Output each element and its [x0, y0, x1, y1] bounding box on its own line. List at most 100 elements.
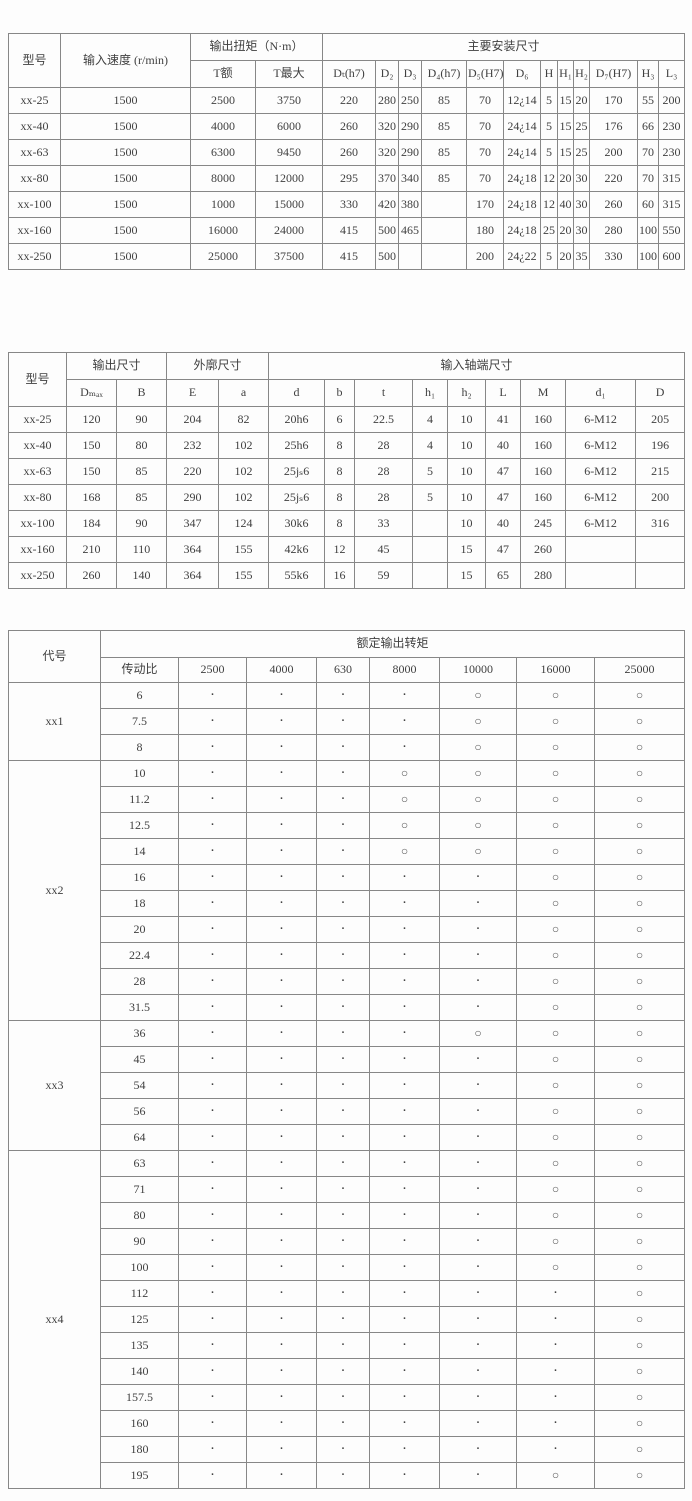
value-cell: 500: [375, 243, 399, 270]
value-cell: 347: [166, 510, 220, 537]
available-dot-mark: ·: [316, 1150, 370, 1177]
value-cell: 150: [66, 458, 117, 485]
value-cell: 3750: [255, 87, 323, 114]
available-circle-mark: ○: [516, 682, 595, 709]
model-cell: xx-250: [8, 562, 67, 589]
value-cell: 20: [557, 243, 574, 270]
value-cell: 260: [520, 536, 567, 563]
column-header: D₄(h7): [421, 60, 467, 88]
value-cell: 41: [485, 406, 522, 433]
value-cell: 110: [115, 536, 168, 563]
available-dot-mark: ·: [246, 1436, 317, 1463]
available-dot-mark: ·: [246, 942, 317, 969]
value-cell: 176: [589, 113, 638, 140]
value-cell: [412, 536, 449, 563]
table-row: 22.4 · · · · · ○ ○: [9, 942, 686, 969]
value-cell: 35: [573, 243, 590, 270]
value-cell: 160: [520, 484, 567, 511]
torque-column-header: 630: [316, 657, 370, 683]
value-cell: 16000: [190, 217, 256, 244]
value-cell: 20: [557, 165, 574, 192]
value-cell: 15000: [255, 191, 323, 218]
ratio-cell: 135: [100, 1332, 179, 1359]
table-row: 64 · · · · · ○ ○: [9, 1124, 686, 1151]
value-cell: 85: [421, 87, 467, 114]
table-row: 11.2 · · · ○ ○ ○ ○: [9, 786, 686, 813]
available-dot-mark: ·: [369, 1358, 440, 1385]
available-dot-mark: ·: [316, 864, 370, 891]
value-cell: 8000: [190, 165, 256, 192]
table-row: 160 · · · · · · ○: [9, 1410, 686, 1437]
ratio-cell: 71: [100, 1176, 179, 1203]
available-dot-mark: ·: [369, 1462, 440, 1489]
value-cell: 380: [398, 191, 422, 218]
available-circle-mark: ○: [516, 916, 595, 943]
available-dot-mark: ·: [439, 916, 517, 943]
ratio-cell: 100: [100, 1254, 179, 1281]
available-dot-mark: ·: [178, 1228, 247, 1255]
available-dot-mark: ·: [178, 1124, 247, 1151]
value-cell: 10: [447, 406, 487, 433]
ratio-cell: 16: [100, 864, 179, 891]
value-cell: [421, 217, 467, 244]
torque-column-header: 16000: [516, 657, 595, 683]
value-cell: 150: [66, 432, 117, 459]
available-circle-mark: ○: [516, 760, 595, 787]
table-row: xx4 63 · · · · · ○ ○: [8, 1150, 686, 1489]
table-row: xx-40 150 80 232 102 25h6 8 28 4 10 40 160 6-M12 196: [8, 432, 686, 459]
available-dot-mark: ·: [369, 1020, 440, 1047]
table-row: xx-25 1500 2500 3750 220 280 250 85 70 12¿14 5 15 20…: [8, 87, 686, 114]
value-cell: 200: [657, 87, 686, 114]
available-dot-mark: ·: [369, 734, 440, 761]
value-cell: 24¿14: [503, 113, 541, 140]
available-dot-mark: ·: [369, 1072, 440, 1099]
available-dot-mark: ·: [316, 1124, 370, 1151]
available-dot-mark: ·: [316, 1046, 370, 1073]
available-dot-mark: ·: [316, 838, 370, 865]
available-circle-mark: ○: [369, 760, 440, 787]
value-cell: 22.5: [354, 406, 414, 433]
available-dot-mark: ·: [178, 1462, 247, 1489]
available-dot-mark: ·: [316, 968, 370, 995]
value-cell: 232: [166, 432, 220, 459]
table1-header: 型号 输入速度 (r/min) 输出扭矩（N·m） 主要安装尺寸 T额 T最大 Dₜ(h7)…: [8, 33, 686, 88]
table-row: xx3 36 · · · · ○ ○ ○: [8, 1020, 686, 1151]
value-cell: 24¿18: [503, 165, 541, 192]
value-cell: 5: [540, 113, 558, 140]
value-cell: [635, 536, 686, 563]
torque-column-header: 8000: [369, 657, 440, 683]
available-dot-mark: ·: [316, 708, 370, 735]
available-dot-mark: ·: [369, 1124, 440, 1151]
value-cell: 260: [66, 562, 117, 589]
table-row: xx-80 1500 8000 12000 295 370 340 85 70 24¿18 12 20…: [8, 165, 686, 192]
torque-column-header: 10000: [439, 657, 517, 683]
available-dot-mark: ·: [516, 1358, 595, 1385]
available-circle-mark: ○: [593, 812, 686, 839]
torque-and-mounting-dimensions-table: 型号 输入速度 (r/min) 输出扭矩（N·m） 主要安装尺寸 T额 T最大 Dₜ(h7)…: [8, 33, 686, 270]
value-cell: 8: [324, 510, 356, 537]
table-row: xx-63 1500 6300 9450 260 320 290 85 70 24¿14 5 15 25…: [8, 139, 686, 166]
available-dot-mark: ·: [369, 864, 440, 891]
available-dot-mark: ·: [369, 1098, 440, 1125]
available-circle-mark: ○: [516, 890, 595, 917]
available-dot-mark: ·: [246, 1098, 317, 1125]
available-circle-mark: ○: [593, 1358, 686, 1385]
ratio-column-header: 传动比: [100, 657, 179, 683]
available-circle-mark: ○: [516, 1228, 595, 1255]
available-dot-mark: ·: [316, 1098, 370, 1125]
available-dot-mark: ·: [369, 1436, 440, 1463]
available-circle-mark: ○: [439, 682, 517, 709]
value-cell: 160: [520, 458, 567, 485]
value-cell: 5: [540, 243, 558, 270]
value-cell: 170: [466, 191, 504, 218]
value-cell: 24¿18: [503, 217, 541, 244]
value-cell: 25: [573, 113, 590, 140]
available-circle-mark: ○: [439, 708, 517, 735]
ratio-cell: 125: [100, 1306, 179, 1333]
value-cell: 250: [398, 87, 422, 114]
available-dot-mark: ·: [178, 1306, 247, 1333]
value-cell: 47: [485, 458, 522, 485]
available-dot-mark: ·: [369, 1280, 440, 1307]
available-dot-mark: ·: [246, 1358, 317, 1385]
available-dot-mark: ·: [439, 1280, 517, 1307]
